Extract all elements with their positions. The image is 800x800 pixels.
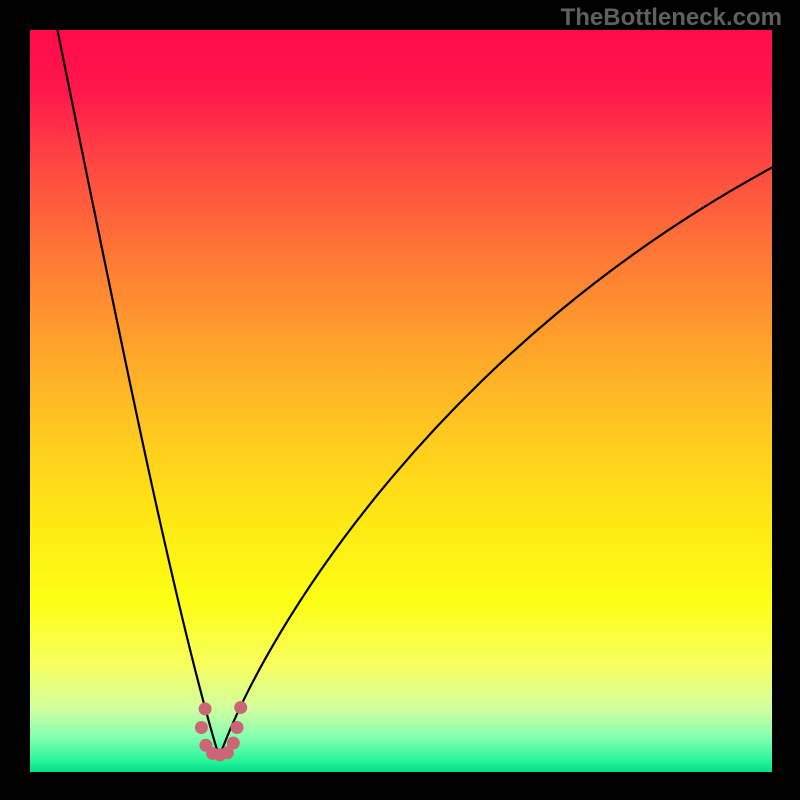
chart-gradient-background xyxy=(30,30,772,772)
plot-area xyxy=(30,30,772,772)
watermark-text: TheBottleneck.com xyxy=(561,4,782,32)
